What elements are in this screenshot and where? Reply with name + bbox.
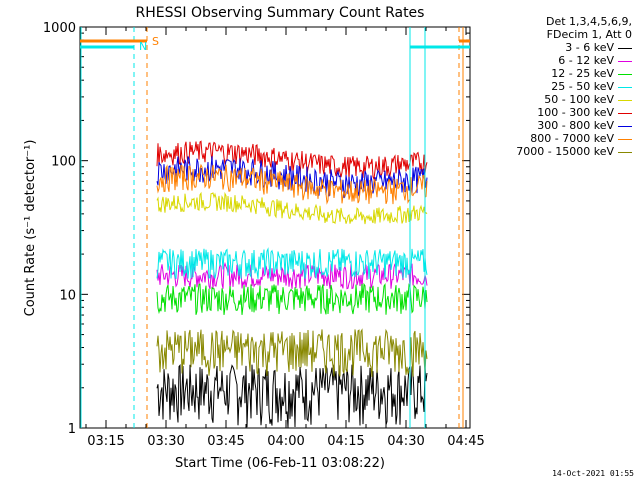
legend-entry: 300 - 800 keV [537,119,632,132]
legend-label: 800 - 7000 keV [530,132,614,145]
legend-entry: 7000 - 15000 keV [516,145,632,158]
x-tick-label: 04:15 [327,434,364,449]
y-tick-label: 1 [68,422,76,437]
timestamp: 14-Oct-2021 01:55 [552,469,634,478]
legend-entry: 800 - 7000 keV [530,132,632,145]
legend-entry: 3 - 6 keV [565,41,632,54]
legend-entry: 25 - 50 keV [551,80,632,93]
series-line [156,140,428,182]
chart-title: RHESSI Observing Summary Count Rates [136,5,425,21]
series-line [156,282,428,315]
y-tick-label: 100 [51,155,76,170]
x-tick-label: 04:00 [267,434,304,449]
x-axis-label: Start Time (06-Feb-11 03:08:22) [175,456,385,471]
legend-swatch [618,151,632,153]
legend-label: 7000 - 15000 keV [516,145,614,158]
y-tick-label: 1000 [43,21,76,36]
legend-header-1: Det 1,3,4,5,6,9, [545,15,632,28]
x-tick-label: 04:45 [447,434,484,449]
series-line [156,163,428,205]
annotation-n: N [139,40,147,53]
legend-label: 3 - 6 keV [565,41,614,54]
plot-area: 1 10 100 1000 03:15 03:30 03:45 04:00 04:15 04:30… [43,21,485,449]
legend-label: 12 - 25 keV [551,67,614,80]
legend-label: 100 - 300 keV [537,106,614,119]
series-line [156,247,428,280]
legend-label: 6 - 12 keV [558,54,614,67]
series-line [156,328,428,377]
series-line [156,261,428,290]
y-tick-label: 10 [59,288,76,303]
plot-frame [79,26,471,429]
annotation-s: S [152,35,159,48]
x-tick-label: 03:15 [87,434,124,449]
legend-swatch [618,99,632,101]
legend-entry: 12 - 25 keV [551,67,632,80]
legend-swatch [618,60,632,62]
legend-entry: 50 - 100 keV [544,93,632,106]
legend-swatch [618,86,632,88]
legend-swatch [618,73,632,75]
legend-label: 300 - 800 keV [537,119,614,132]
x-tick-label: 03:30 [147,434,184,449]
legend-entry: 100 - 300 keV [537,106,632,119]
legend-label: 25 - 50 keV [551,80,614,93]
legend-swatch [618,112,632,114]
x-tick-label: 03:45 [207,434,244,449]
legend-header-2: FDecim 1, Att 0 [546,28,632,41]
legend-swatch [618,47,632,49]
legend-label: 50 - 100 keV [544,93,614,106]
legend-swatch [618,138,632,140]
y-axis-label: Count Rate (s⁻¹ detector⁻¹) [23,140,38,317]
series-line [156,364,428,428]
legend-entry: 6 - 12 keV [558,54,632,67]
x-tick-label: 04:30 [387,434,424,449]
series-line [156,191,428,225]
legend-swatch [618,125,632,127]
